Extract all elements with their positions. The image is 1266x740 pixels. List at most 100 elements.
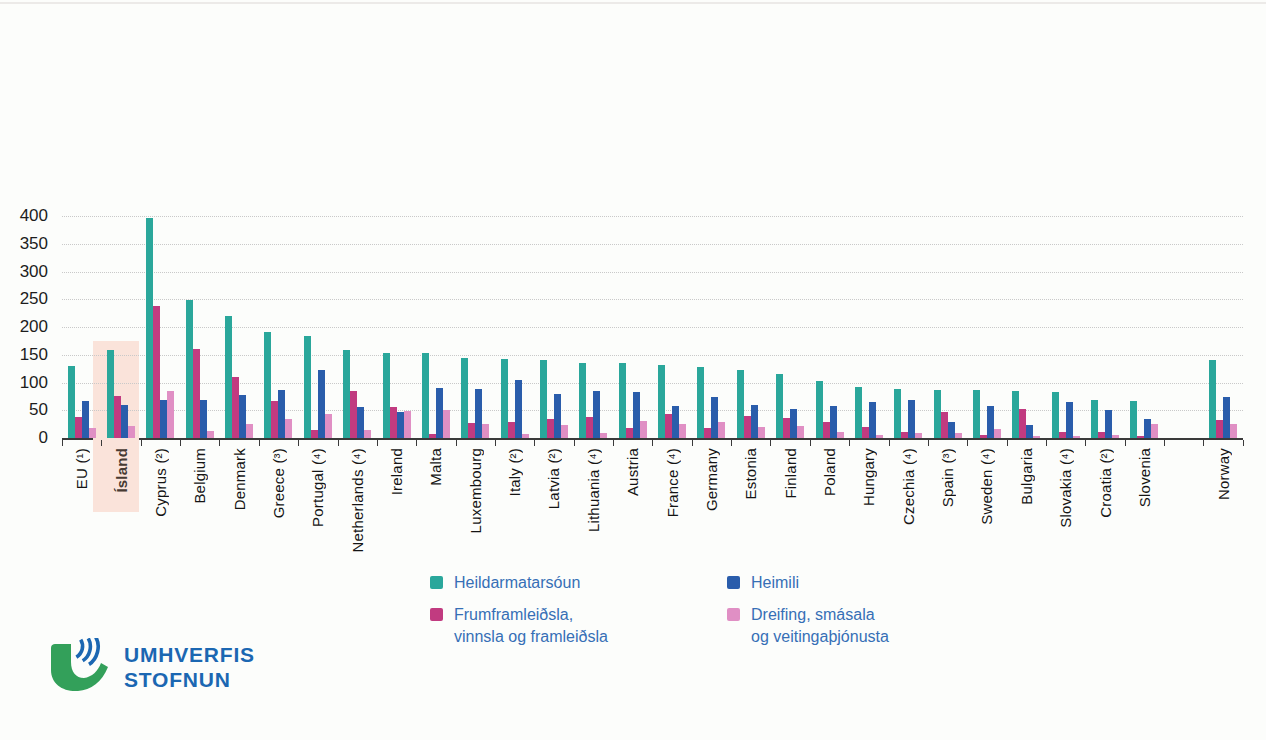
y-axis-label: 100 xyxy=(0,373,48,393)
x-axis-label-czechia: Czechia (⁴) xyxy=(900,448,917,525)
bar-dreifing-smásala-og-veitingaþjónusta xyxy=(561,425,568,438)
bar-frumframleiðsla-vinnsla-og-framleiðsla xyxy=(665,414,672,438)
x-tick xyxy=(180,440,219,446)
y-axis-label: 400 xyxy=(0,206,48,226)
x-axis-label-portugal: Portugal (⁴) xyxy=(309,448,326,527)
x-axis-label-belgium: Belgium xyxy=(191,448,208,504)
bar-dreifing-smásala-og-veitingaþjónusta xyxy=(1033,436,1040,438)
bar-heildarmatarsóun xyxy=(658,365,665,438)
y-axis-label: 150 xyxy=(0,345,48,365)
x-tick xyxy=(495,440,534,446)
bar-frumframleiðsla-vinnsla-og-framleiðsla xyxy=(271,401,278,438)
x-label-cell xyxy=(1164,448,1203,560)
x-tick xyxy=(1085,440,1124,446)
top-divider xyxy=(0,2,1266,4)
x-axis-label-norway: Norway xyxy=(1215,448,1232,500)
x-axis-label-luxembourg: Luxembourg xyxy=(467,448,484,533)
bar-heimili xyxy=(121,405,128,438)
x-tick xyxy=(101,440,140,446)
bar-heimili xyxy=(672,406,679,438)
chart-legend: Heildarmatarsóun Heimili Frumframleiðsla, … xyxy=(430,572,889,648)
x-tick xyxy=(1164,440,1203,446)
bar-heimili xyxy=(1026,425,1033,438)
bar-heildarmatarsóun xyxy=(1130,401,1137,438)
x-tick xyxy=(298,440,337,446)
bar-dreifing-smásala-og-veitingaþjónusta xyxy=(1151,424,1158,438)
bar-heildarmatarsóun xyxy=(343,350,350,438)
bar-dreifing-smásala-og-veitingaþjónusta xyxy=(522,434,529,438)
bar-heimili xyxy=(1223,397,1230,438)
x-tick xyxy=(928,440,967,446)
x-label-cell: France (⁴) xyxy=(652,448,691,560)
bar-dreifing-smásala-og-veitingaþjónusta xyxy=(758,427,765,438)
x-tick xyxy=(141,440,180,446)
x-tick xyxy=(967,440,1006,446)
x-axis-label-finland: Finland xyxy=(782,448,799,499)
bar-dreifing-smásala-og-veitingaþjónusta xyxy=(167,391,174,438)
x-tick xyxy=(1203,440,1242,446)
bar-frumframleiðsla-vinnsla-og-framleiðsla xyxy=(941,412,948,438)
gridline xyxy=(62,355,1243,356)
bar-frumframleiðsla-vinnsla-og-framleiðsla xyxy=(1137,436,1144,438)
bar-frumframleiðsla-vinnsla-og-framleiðsla xyxy=(153,306,160,438)
bar-heildarmatarsóun xyxy=(1052,392,1059,438)
x-axis-label-germany: Germany xyxy=(703,448,720,511)
bar-dreifing-smásala-og-veitingaþjónusta xyxy=(994,429,1001,438)
bar-heimili xyxy=(357,407,364,438)
bar-frumframleiðsla-vinnsla-og-framleiðsla xyxy=(350,391,357,438)
x-label-cell: Lithuania (⁴) xyxy=(574,448,613,560)
bar-dreifing-smásala-og-veitingaþjónusta xyxy=(89,428,96,438)
x-label-cell: Italy (²) xyxy=(495,448,534,560)
x-axis-label-hungary: Hungary xyxy=(860,448,877,506)
x-tick xyxy=(534,440,573,446)
legend-swatch-icon xyxy=(430,608,443,621)
x-label-cell: Poland xyxy=(810,448,849,560)
bar-heildarmatarsóun xyxy=(186,300,193,438)
bar-heimili xyxy=(1144,419,1151,438)
bar-frumframleiðsla-vinnsla-og-framleiðsla xyxy=(980,435,987,438)
bar-heimili xyxy=(1105,410,1112,438)
x-labels: EU (¹)ÍslandCyprus (²)BelgiumDenmarkGree… xyxy=(62,448,1243,560)
bar-heimili xyxy=(278,390,285,438)
y-axis-label: 350 xyxy=(0,234,48,254)
bar-heildarmatarsóun xyxy=(697,367,704,438)
bar-heimili xyxy=(436,388,443,438)
bar-dreifing-smásala-og-veitingaþjónusta xyxy=(955,433,962,438)
x-tick xyxy=(692,440,731,446)
x-label-cell: Bulgaria xyxy=(1007,448,1046,560)
bar-frumframleiðsla-vinnsla-og-framleiðsla xyxy=(823,422,830,438)
logo-line-1: UMHVERFIS xyxy=(124,642,255,667)
bar-dreifing-smásala-og-veitingaþjónusta xyxy=(1073,436,1080,438)
logo-line-2: STOFNUN xyxy=(124,667,255,692)
bar-heimili xyxy=(790,409,797,438)
x-axis-label-ireland: Ireland xyxy=(388,448,405,495)
x-label-cell: EU (¹) xyxy=(62,448,101,560)
x-axis-label-slovakia: Slovakia (⁴) xyxy=(1057,448,1074,528)
bar-frumframleiðsla-vinnsla-og-framleiðsla xyxy=(114,396,121,438)
bar-dreifing-smásala-og-veitingaþjónusta xyxy=(640,421,647,438)
bar-heimili xyxy=(554,394,561,438)
legend-item-dreifing-smásala: Dreifing, smásala og veitingaþjónusta xyxy=(727,604,889,648)
bar-frumframleiðsla-vinnsla-og-framleiðsla xyxy=(704,428,711,438)
legend-label: Heimili xyxy=(751,572,799,594)
x-axis-label-poland: Poland xyxy=(821,448,838,496)
x-label-cell: Latvia (²) xyxy=(534,448,573,560)
legend-label: Dreifing, smásala og veitingaþjónusta xyxy=(751,604,889,648)
bar-heildarmatarsóun xyxy=(383,353,390,438)
x-tick xyxy=(1007,440,1046,446)
x-tick xyxy=(1046,440,1085,446)
y-axis-label: 300 xyxy=(0,262,48,282)
bar-frumframleiðsla-vinnsla-og-framleiðsla xyxy=(1216,420,1223,438)
bar-dreifing-smásala-og-veitingaþjónusta xyxy=(325,414,332,438)
x-tick xyxy=(810,440,849,446)
x-axis-label-latvia: Latvia (²) xyxy=(545,448,562,509)
legend-item-frumframleiðsla: Frumframleiðsla, vinnsla og framleiðsla xyxy=(430,604,727,648)
y-axis: 050100150200250300350400 xyxy=(0,216,48,438)
legend-item-heildarmatarsóun: Heildarmatarsóun xyxy=(430,572,727,594)
bar-heimili xyxy=(160,400,167,438)
bar-frumframleiðsla-vinnsla-og-framleiðsla xyxy=(547,419,554,438)
x-label-cell: Slovenia xyxy=(1125,448,1164,560)
bar-heildarmatarsóun xyxy=(973,390,980,438)
bar-dreifing-smásala-og-veitingaþjónusta xyxy=(600,433,607,438)
bar-dreifing-smásala-og-veitingaþjónusta xyxy=(207,431,214,438)
